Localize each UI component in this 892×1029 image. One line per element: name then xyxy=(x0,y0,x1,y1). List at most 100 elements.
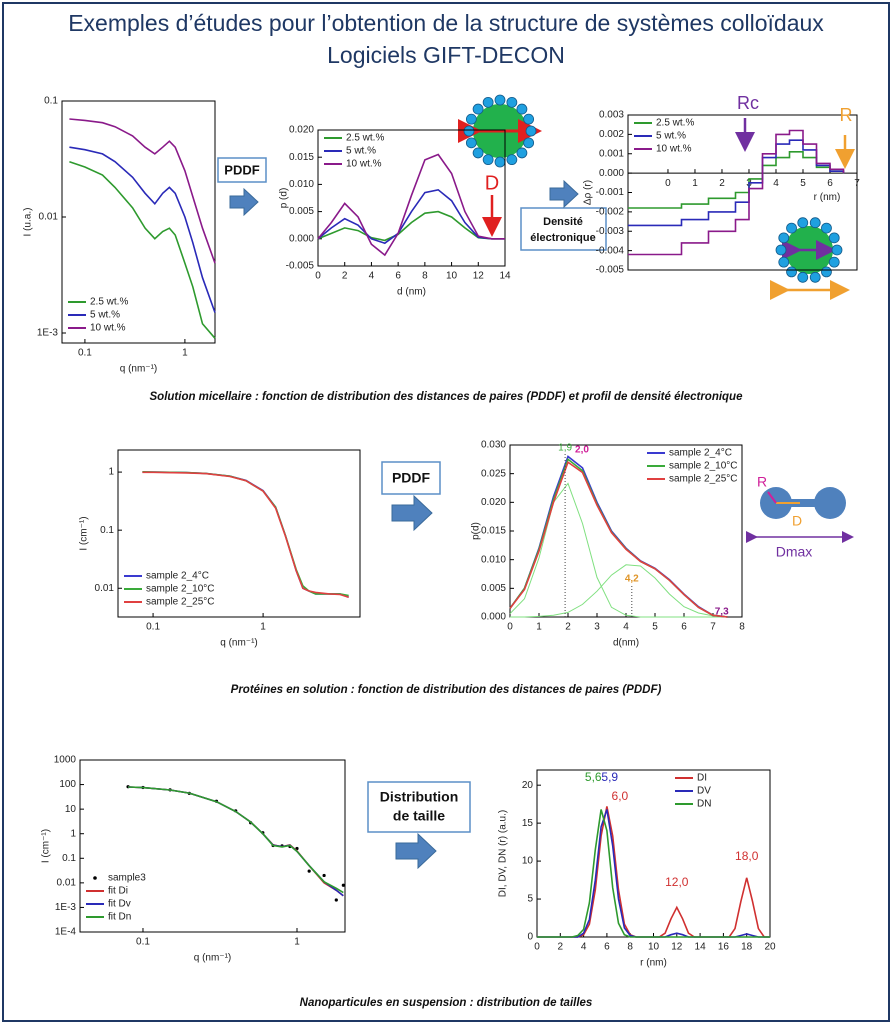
x-tick-label: 4 xyxy=(581,942,587,953)
legend-label: 5 wt.% xyxy=(346,146,376,157)
legend-label: sample 2_10°C xyxy=(669,461,737,472)
series-line xyxy=(628,139,845,227)
legend-label: fit Dv xyxy=(108,899,131,910)
x-tick-label: 6 xyxy=(827,178,833,189)
peak-label: 12,0 xyxy=(665,875,689,889)
legend-label: DN xyxy=(697,799,711,810)
peak-label: 18,0 xyxy=(735,849,759,863)
series-line xyxy=(69,118,216,264)
chart: 0 1 2 3 4 5 6 7 8 0.000 0.005 0.010 0.015 0.020 0.025 0… xyxy=(471,440,813,649)
peak-label: 6,0 xyxy=(612,789,629,803)
series-line xyxy=(69,160,216,339)
y-tick-label: 10 xyxy=(65,804,77,815)
y-tick-label: 20 xyxy=(522,780,534,791)
legend-label: fit Di xyxy=(108,886,128,897)
shell-bead xyxy=(516,147,528,159)
x-axis-label: d(nm) xyxy=(613,638,639,649)
series-line xyxy=(537,806,770,938)
x-tick-label: 7 xyxy=(710,622,716,633)
data-point xyxy=(341,883,345,887)
legend-label: sample 2_4°C xyxy=(146,571,209,582)
legend-label: 2.5 wt.% xyxy=(346,133,384,144)
legend-label: sample3 xyxy=(108,873,146,884)
chart: 0 2 4 6 8 10 12 14 16 18 20 0 5 10 15 20 r (nm) DI, DV, D… xyxy=(498,769,776,969)
x-tick-label: 0 xyxy=(315,271,321,282)
y-axis-label: DI, DV, DN (r) (a.u.) xyxy=(498,810,509,897)
legend-swatch xyxy=(93,876,97,880)
y-tick-label: 0.015 xyxy=(481,526,506,537)
x-tick-label: 2 xyxy=(342,271,348,282)
micelle-icon xyxy=(458,104,542,158)
y-tick-label: 0.025 xyxy=(481,468,506,479)
annotation: D xyxy=(485,172,499,194)
legend-label: 10 wt.% xyxy=(90,323,126,334)
x-tick-label: 16 xyxy=(718,942,730,953)
y-tick-label: 0.010 xyxy=(481,554,506,565)
series-line xyxy=(142,471,349,599)
legend-label: 10 wt.% xyxy=(346,159,382,170)
y-axis-label: I (cm⁻¹) xyxy=(41,829,52,863)
annotation: R xyxy=(840,105,853,125)
x-tick-label: 6 xyxy=(395,271,401,282)
x-tick-label: 5 xyxy=(652,622,658,633)
shell-bead xyxy=(523,113,535,125)
caption: Solution micellaire : fonction de distri… xyxy=(150,391,744,403)
peak-label: 2,0 xyxy=(575,445,589,456)
y-tick-label: -0.003 xyxy=(596,226,625,237)
y-axis-label: Δρ (r) xyxy=(583,180,594,205)
y-tick-label: 1 xyxy=(70,828,76,839)
arrow xyxy=(395,832,437,870)
legend-label: DV xyxy=(697,786,711,797)
series-line xyxy=(128,786,344,897)
series-line xyxy=(317,188,505,245)
shell-bead xyxy=(482,154,494,166)
shell-bead xyxy=(821,266,832,278)
y-tick-label: -0.005 xyxy=(596,265,625,276)
box-text: Densité xyxy=(543,216,583,228)
plot-frame xyxy=(117,449,361,618)
x-tick-label: 14 xyxy=(499,271,511,282)
series-line xyxy=(537,809,770,938)
chart: 0.1 1 1 0.1 0.01 q (nm⁻¹) I (cm⁻¹) sample 2_4°C… xyxy=(79,449,361,649)
series-line xyxy=(317,210,505,242)
x-axis-label: q (nm⁻¹) xyxy=(120,364,158,375)
shell-bead xyxy=(786,222,797,234)
legend-label: sample 2_4°C xyxy=(669,448,732,459)
peak-label: 7,3 xyxy=(715,607,729,618)
y-tick-label: 0.005 xyxy=(481,583,506,594)
shell-bead xyxy=(472,103,484,115)
annotation: Dmax xyxy=(776,544,813,560)
y-tick-label: 0.003 xyxy=(599,110,624,121)
arrow xyxy=(549,179,579,209)
x-axis-label: q (nm⁻¹) xyxy=(220,638,258,649)
y-axis-label: I (cm⁻¹) xyxy=(79,516,90,550)
data-point xyxy=(322,873,326,878)
component-line xyxy=(509,482,728,618)
shell-bead xyxy=(465,137,477,149)
shell-bead xyxy=(821,222,832,234)
x-tick-label: 8 xyxy=(422,271,428,282)
box xyxy=(367,781,471,833)
series-line xyxy=(628,151,845,209)
legend-label: 5 wt.% xyxy=(656,131,686,142)
y-tick-label: 0.001 xyxy=(599,148,624,159)
y-tick-label: 0.000 xyxy=(599,168,624,179)
y-tick-label: 0.01 xyxy=(39,212,59,223)
shell-bead xyxy=(463,125,475,137)
y-tick-label: 0.1 xyxy=(44,96,58,107)
legend-label: sample 2_10°C xyxy=(146,584,214,595)
legend-label: fit Dn xyxy=(108,912,131,923)
y-tick-label: -0.005 xyxy=(286,261,315,272)
series-line xyxy=(628,129,845,256)
shell-bead xyxy=(828,232,840,244)
shell-bead xyxy=(525,125,537,137)
legend-label: 5 wt.% xyxy=(90,310,120,321)
x-tick-label: 1 xyxy=(536,622,542,633)
x-tick-label: 10 xyxy=(446,271,458,282)
peak-label: 5,6 xyxy=(585,770,602,784)
x-tick-label: 0 xyxy=(507,622,513,633)
dumbbell-icon xyxy=(746,487,854,543)
y-tick-label: 0.010 xyxy=(289,179,314,190)
